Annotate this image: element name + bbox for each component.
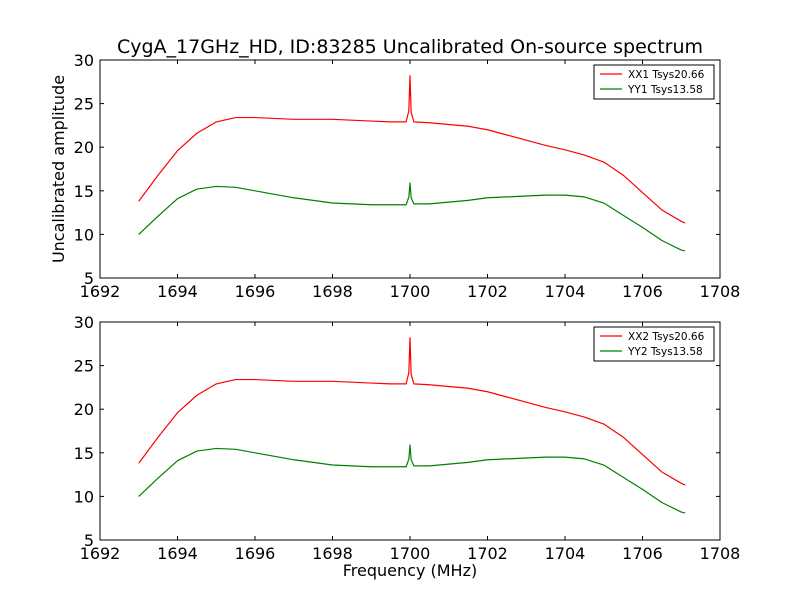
x-axis-label: Frequency (MHz) [343,561,477,580]
x-tick-label: 1702 [467,544,508,563]
y-tick-label: 20 [74,400,94,419]
figure-title: CygA_17GHz_HD, ID:83285 Uncalibrated On-… [117,36,703,58]
legend: XX2 Tsys20.66 YY2 Tsys13.58 [593,326,715,362]
y-tick-label: 5 [84,531,94,550]
y-tick-label: 30 [74,313,94,332]
x-tick-label: 1698 [312,282,353,301]
legend-box [593,326,715,362]
x-tick-label: 1694 [157,282,198,301]
y-tick-label: 20 [74,138,94,157]
x-tick-label: 1696 [235,282,276,301]
x-tick-label: 1698 [312,544,353,563]
legend-entry-label: YY1 Tsys13.58 [627,84,703,96]
y-tick-label: 10 [74,487,94,506]
plot-panels: 1692 1694 1696 1698 1700 1702 1704 1706 1708 5 10 1… [74,51,741,563]
y-tick-label: 15 [74,444,94,463]
y-tick-label: 10 [74,225,94,244]
x-tick-label: 1696 [235,544,276,563]
x-tick-label: 1708 [700,544,741,563]
x-tick-label: 1692 [80,282,121,301]
series-line-xx2 [138,337,686,486]
x-tick-label: 1700 [390,544,431,563]
y-tick-label: 5 [84,269,94,288]
x-tick-label: 1708 [700,282,741,301]
panel-1: 1692 1694 1696 1698 1700 1702 1704 1706 1708 5 10 1… [74,51,741,301]
series-line-xx1 [138,75,686,224]
legend-entry-label: XX2 Tsys20.66 [628,331,705,343]
x-tick-label: 1706 [622,544,663,563]
x-tick-label: 1706 [622,282,663,301]
x-tick-label: 1692 [80,544,121,563]
x-tick-label: 1704 [545,282,586,301]
y-tick-label: 15 [74,182,94,201]
y-tick-label: 25 [74,357,94,376]
panel-2: 1692 1694 1696 1698 1700 1702 1704 1706 1708 5 10 1… [74,313,741,563]
legend: XX1 Tsys20.66 YY1 Tsys13.58 [593,64,715,100]
series-line-yy1 [138,182,686,252]
legend-entry-label: YY2 Tsys13.58 [627,346,703,358]
x-tick-label: 1700 [390,282,431,301]
legend-box [593,64,715,100]
y-tick-label: 30 [74,51,94,70]
series-line-yy2 [138,444,686,514]
y-tick-label: 25 [74,95,94,114]
x-tick-label: 1702 [467,282,508,301]
y-axis-label: Uncalibrated amplitude [49,75,68,263]
x-tick-label: 1704 [545,544,586,563]
legend-entry-label: XX1 Tsys20.66 [628,69,705,81]
x-tick-label: 1694 [157,544,198,563]
